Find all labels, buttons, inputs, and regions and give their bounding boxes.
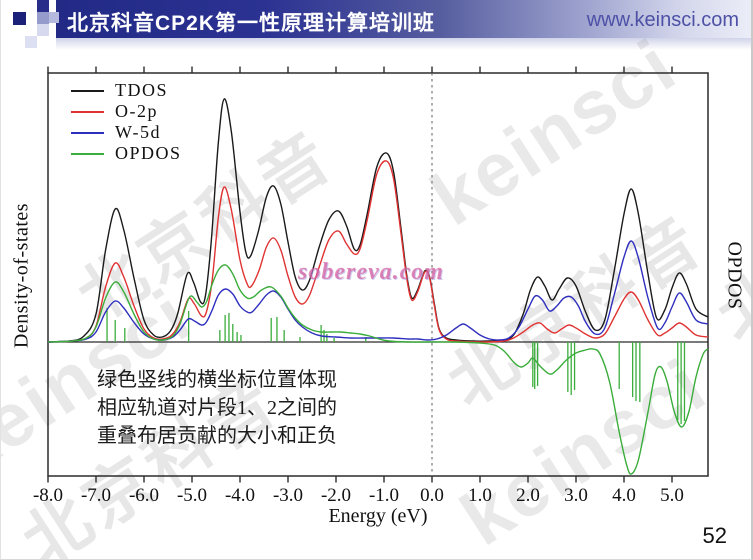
legend-item-w-5d: W-5d [71, 122, 182, 143]
header-bar [56, 0, 751, 38]
legend-line-sample [71, 110, 104, 113]
opdos-curve [47, 264, 709, 475]
plot-legend: TDOS O-2p W-5d OPDOS [71, 80, 182, 164]
header-website-text: www.keinsci.com [586, 9, 739, 31]
annotation-text: 绿色竖线的横坐标位置体现 相应轨道对片段1、2之间的 重叠布居贡献的大小和正负 [97, 366, 337, 450]
legend-item-o-2p: O-2p [71, 101, 182, 122]
header-underglow [56, 38, 751, 50]
x-tick-label: -2.0 [320, 485, 352, 506]
x-tick-label: -8.0 [32, 485, 64, 506]
decoration-square [37, 24, 49, 36]
legend-line-sample [71, 152, 104, 155]
x-tick-label: -4.0 [224, 485, 256, 506]
page-number: 52 [702, 523, 727, 548]
x-tick-label: 4.0 [612, 485, 636, 506]
y-axis-title-left: Density-of-states [10, 202, 33, 349]
w-5d-curve [47, 240, 709, 343]
decoration-square [25, 36, 37, 48]
x-axis-title: Energy (eV) [328, 505, 428, 527]
x-tick-label: -6.0 [128, 485, 160, 506]
opdos-sticks [106, 308, 686, 424]
decoration-square [49, 12, 59, 23]
y-axis-title-right: OPDOS [723, 241, 746, 310]
legend-label: TDOS [115, 80, 169, 100]
sobereva-watermark: sobereva.com [298, 259, 444, 285]
legend-line-sample [71, 131, 104, 134]
x-tick-label: 1.0 [468, 485, 492, 506]
x-tick-label: 2.0 [516, 485, 540, 506]
legend-line-sample [71, 89, 104, 92]
decoration-square [37, 0, 49, 12]
x-tick-label: 5.0 [660, 485, 684, 506]
decoration-square [37, 12, 49, 24]
x-tick-label: 3.0 [564, 485, 588, 506]
legend-item-tdos: TDOS [71, 80, 182, 101]
x-tick-label: -3.0 [272, 485, 304, 506]
x-tick-label: 0.0 [420, 485, 444, 506]
annotation-line: 相应轨道对片段1、2之间的 [97, 397, 337, 419]
annotation-line: 重叠布居贡献的大小和正负 [97, 425, 337, 447]
legend-label: W-5d [115, 122, 161, 142]
legend-label: O-2p [115, 101, 158, 121]
plot-frame [47, 72, 709, 477]
x-tick-label: -7.0 [80, 485, 112, 506]
tdos-curve [47, 98, 709, 343]
legend-item-opdos: OPDOS [71, 143, 182, 164]
header-title: 北京科音CP2K第一性原理计算培训班 [67, 12, 436, 35]
decoration-square [13, 12, 26, 25]
annotation-line: 绿色竖线的横坐标位置体现 [97, 369, 337, 391]
x-tick-label: -5.0 [176, 485, 208, 506]
x-tick-label: -1.0 [368, 485, 400, 506]
legend-label: OPDOS [115, 143, 182, 163]
